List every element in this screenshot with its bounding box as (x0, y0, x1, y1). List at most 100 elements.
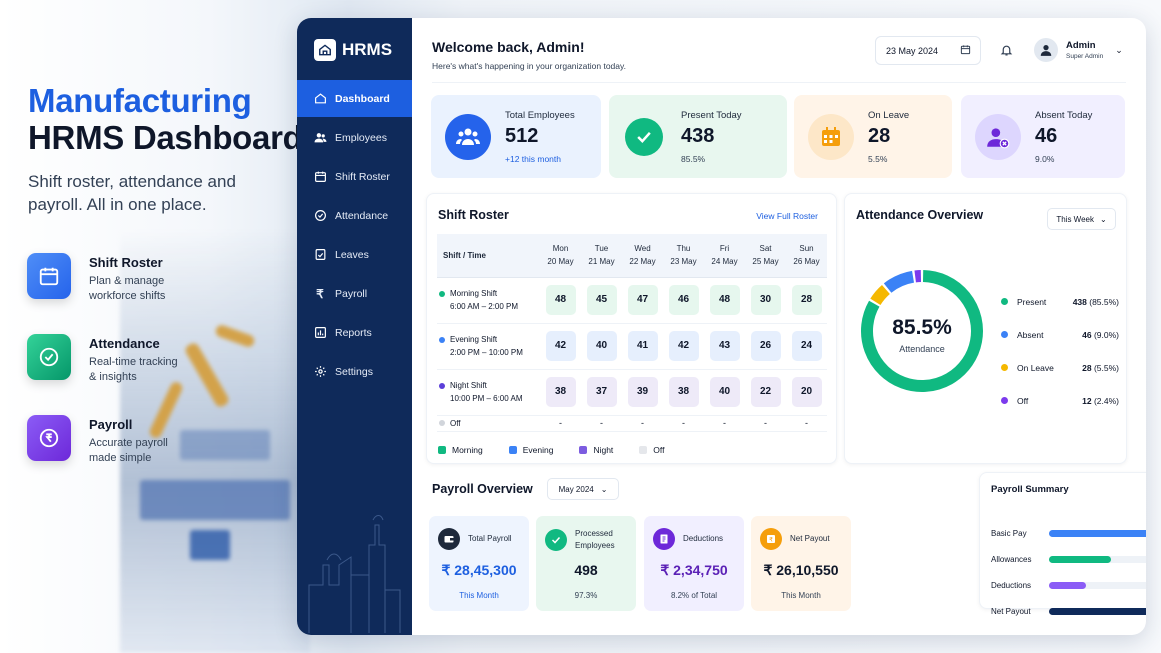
bell-icon[interactable] (1000, 43, 1013, 60)
roster-row: Morning Shift 6:00 AM – 2:00 PM 48 45 47 46 48… (437, 277, 827, 324)
summary-label: Net Payout (991, 606, 1031, 616)
sidebar-item-settings[interactable]: Settings (297, 353, 412, 390)
report-icon (313, 326, 327, 340)
roster-cell[interactable]: - (581, 415, 622, 432)
roster-cell[interactable]: - (786, 415, 827, 432)
payroll-summary-row: Deductions₹ 2,34,750 (991, 579, 1146, 591)
roster-count: 40 (709, 377, 740, 407)
summary-bar (1049, 555, 1111, 563)
roster-count: - (682, 418, 685, 428)
sidebar-item-shift-roster[interactable]: Shift Roster (297, 158, 412, 195)
sidebar: HRMS Dashboard Employees Shift Roster At… (297, 18, 412, 635)
roster-cell[interactable]: 28 (786, 277, 827, 324)
date-picker[interactable]: 23 May 2024 (875, 36, 981, 65)
payroll-card-footer: This Month (781, 591, 821, 600)
sidebar-item-employees[interactable]: Employees (297, 119, 412, 156)
stat-value: 438 (681, 124, 715, 147)
sidebar-item-label: Settings (335, 365, 373, 378)
attendance-legend-row: Present 438 (85.5%) (1001, 285, 1119, 318)
hero-subtitle: Shift roster, attendance and payroll. Al… (28, 172, 236, 214)
users-icon (445, 113, 491, 160)
stat-detail: 85.5% (681, 153, 706, 164)
sidebar-item-dashboard[interactable]: Dashboard (297, 80, 412, 117)
sidebar-item-payroll[interactable]: ₹ Payroll (297, 275, 412, 312)
sidebar-item-reports[interactable]: Reports (297, 314, 412, 351)
hero-title-line1: Manufacturing (28, 82, 252, 119)
payroll-month-select[interactable]: May 2024 ⌄ (547, 478, 619, 500)
roster-cell[interactable]: 20 (786, 369, 827, 416)
shift-roster-title: Shift Roster (438, 208, 509, 222)
roster-count: - (559, 418, 562, 428)
roster-cell[interactable]: 22 (745, 369, 786, 416)
legend-label: Off (1017, 395, 1029, 406)
roster-cell[interactable]: 41 (622, 323, 663, 370)
roster-cell[interactable]: - (745, 415, 786, 432)
roster-cell[interactable]: 47 (622, 277, 663, 324)
summary-bar-track (1049, 555, 1146, 563)
roster-count: - (764, 418, 767, 428)
roster-cell[interactable]: 42 (663, 323, 704, 370)
roster-count: 41 (627, 331, 658, 361)
shift-time: 2:00 PM – 10:00 PM (450, 348, 523, 357)
attendance-legend: Present 438 (85.5%) Absent 46 (9.0%) On Leav… (1001, 285, 1119, 417)
day-header: Thu 23 May (663, 234, 704, 278)
shift-time: 10:00 PM – 6:00 AM (450, 394, 523, 403)
payroll-card: Total Payroll ₹ 28,45,300 This Month (429, 516, 529, 611)
legend-dot (1001, 331, 1008, 338)
payroll-card: Processed Employees 498 97.3% (536, 516, 636, 611)
day-header: Mon 20 May (540, 234, 581, 278)
wallet-icon (438, 528, 460, 550)
roster-cell[interactable]: 40 (581, 323, 622, 370)
roster-cell[interactable]: 24 (786, 323, 827, 370)
donut-center-label: Attendance (899, 344, 945, 354)
roster-cell[interactable]: - (540, 415, 581, 432)
hero-title-line2: HRMS Dashboard (28, 119, 303, 156)
rupee-icon (27, 415, 71, 461)
day-name: Wed (634, 244, 651, 254)
payroll-summary-row: Basic Pay₹ 19,45,300 (991, 527, 1146, 539)
roster-cell[interactable]: 45 (581, 277, 622, 324)
brand[interactable]: HRMS (314, 39, 392, 61)
shift-name: Morning Shift (450, 289, 498, 298)
stat-label: Present Today (681, 109, 742, 121)
roster-cell[interactable]: 43 (704, 323, 745, 370)
roster-cell[interactable]: 37 (581, 369, 622, 416)
donut-segment (861, 270, 983, 392)
hrms-logo-icon (314, 39, 336, 61)
roster-cell[interactable]: 30 (745, 277, 786, 324)
summary-label: Allowances (991, 554, 1032, 564)
roster-cell[interactable]: 48 (704, 277, 745, 324)
legend-swatch (438, 446, 446, 454)
roster-cell[interactable]: - (622, 415, 663, 432)
roster-cell[interactable]: 38 (663, 369, 704, 416)
feature-title: Attendance (89, 336, 160, 351)
legend-swatch (579, 446, 588, 454)
roster-cell[interactable]: 40 (704, 369, 745, 416)
roster-count: 43 (709, 331, 740, 361)
period-select[interactable]: This Week ⌄ (1047, 208, 1116, 230)
roster-cell[interactable]: 42 (540, 323, 581, 370)
roster-cell[interactable]: 38 (540, 369, 581, 416)
roster-cell[interactable]: 26 (745, 323, 786, 370)
feature-desc: Real-time tracking & insights (89, 356, 178, 383)
sidebar-item-attendance[interactable]: Attendance (297, 197, 412, 234)
day-name: Sun (799, 244, 814, 254)
check-circle-icon (27, 334, 71, 380)
stat-absent-today: Absent Today 46 9.0% (961, 95, 1125, 178)
sidebar-item-label: Reports (335, 326, 372, 339)
roster-cell[interactable]: - (704, 415, 745, 432)
dashboard-window: HRMS Dashboard Employees Shift Roster At… (297, 18, 1146, 635)
header-divider (432, 82, 1126, 83)
legend-dot (1001, 397, 1008, 404)
view-full-roster-link[interactable]: View Full Roster (756, 211, 818, 221)
roster-cell[interactable]: 46 (663, 277, 704, 324)
user-menu[interactable]: Admin Super Admin ⌄ (1034, 38, 1123, 62)
user-name: Admin (1066, 40, 1096, 51)
roster-cell[interactable]: 48 (540, 277, 581, 324)
roster-cell[interactable]: - (663, 415, 704, 432)
roster-cell[interactable]: 39 (622, 369, 663, 416)
day-name: Tue (594, 244, 609, 254)
sidebar-item-leaves[interactable]: Leaves (297, 236, 412, 273)
sidebar-item-label: Attendance (335, 209, 389, 222)
stat-value: 28 (868, 124, 891, 147)
